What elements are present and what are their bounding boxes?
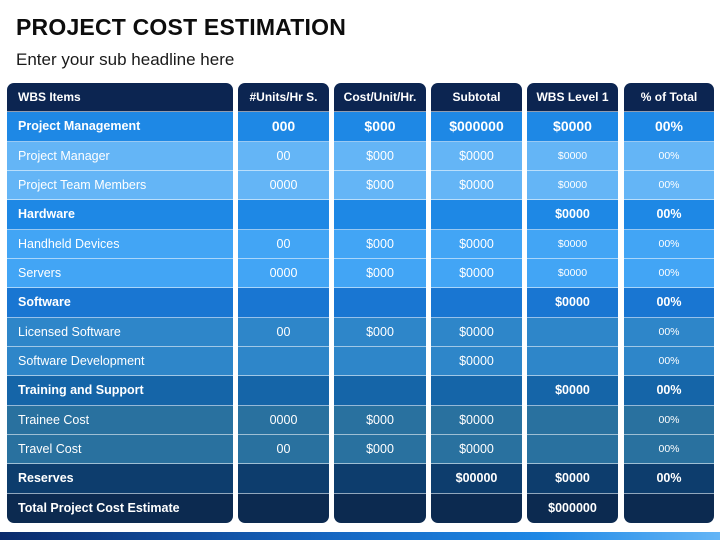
page-title: PROJECT COST ESTIMATION <box>16 14 347 40</box>
column-wbs-level: WBS Level 1 $0000 $0000 $0000 $0000 $0000 $000… <box>527 83 618 523</box>
table-cell: 00% <box>624 200 714 230</box>
table-cell: Servers <box>7 258 233 289</box>
table-cell: 00 <box>238 434 329 465</box>
table-cell: $0000 <box>431 141 522 171</box>
table-cell: Total Project Cost Estimate <box>7 493 233 523</box>
table-cell <box>527 434 618 465</box>
table-cell <box>238 493 329 523</box>
table-cell: Licensed Software <box>7 317 233 347</box>
table-cell: 00% <box>624 170 714 201</box>
header-cell-subtotal: Subtotal <box>431 83 522 113</box>
table-cell: $000 <box>334 170 426 201</box>
header-cell-wbs: WBS Level 1 <box>527 83 618 113</box>
bottom-accent-band <box>0 532 720 540</box>
table-cell: 000 <box>238 112 329 142</box>
table-cell: 00 <box>238 317 329 347</box>
table-cell: $000 <box>334 112 426 142</box>
table-cell <box>431 200 522 230</box>
table-cell: Project Management <box>7 112 233 142</box>
table-cell: 00% <box>624 141 714 171</box>
table-cell: $0000 <box>431 317 522 347</box>
table-cell: $000 <box>334 229 426 259</box>
table-cell: $0000 <box>527 112 618 142</box>
table-cell: Travel Cost <box>7 434 233 465</box>
table-cell: Reserves <box>7 464 233 494</box>
table-cell: $000 <box>334 434 426 465</box>
page-subtitle: Enter your sub headline here <box>16 50 235 69</box>
table-cell: 0000 <box>238 258 329 289</box>
table-cell <box>238 346 329 377</box>
table-cell: $0000 <box>527 376 618 406</box>
table-cell: $000 <box>334 258 426 289</box>
table-cell: 00% <box>624 346 714 377</box>
column-cost: Cost/Unit/Hr. $000 $000 $000 $000 $000 $000 $00… <box>334 83 426 523</box>
table-cell <box>527 405 618 435</box>
table-cell: Handheld Devices <box>7 229 233 259</box>
column-subtotal: Subtotal $000000 $0000 $0000 $0000 $0000 $0000… <box>431 83 522 523</box>
table-cell <box>431 493 522 523</box>
table-cell: $0000 <box>527 229 618 259</box>
table-cell: 00% <box>624 258 714 289</box>
table-cell <box>238 288 329 318</box>
table-cell: Hardware <box>7 200 233 230</box>
table-cell: $0000 <box>527 141 618 171</box>
table-cell: 00% <box>624 376 714 406</box>
column-wbs-items: WBS Items Project Management Project Manag… <box>7 83 233 523</box>
table-cell: 00% <box>624 405 714 435</box>
table-cell <box>238 464 329 494</box>
table-cell <box>334 200 426 230</box>
table-cell: $0000 <box>527 464 618 494</box>
header-cell-item: WBS Items <box>7 83 233 113</box>
table-cell: 00% <box>624 112 714 142</box>
table-cell: Project Manager <box>7 141 233 171</box>
table-cell: $000 <box>334 317 426 347</box>
table-cell: 00% <box>624 434 714 465</box>
table-cell: $0000 <box>431 229 522 259</box>
table-cell: $0000 <box>527 200 618 230</box>
header-cell-pct: % of Total <box>624 83 714 113</box>
table-cell: Trainee Cost <box>7 405 233 435</box>
table-cell: 00% <box>624 317 714 347</box>
table-cell <box>238 200 329 230</box>
table-cell: $000000 <box>431 112 522 142</box>
table-cell <box>238 376 329 406</box>
table-cell: 00 <box>238 229 329 259</box>
table-cell <box>527 346 618 377</box>
table-cell: $0000 <box>431 170 522 201</box>
table-cell: 00% <box>624 288 714 318</box>
table-cell: $0000 <box>431 434 522 465</box>
table-cell: 00% <box>624 229 714 259</box>
table-cell <box>334 346 426 377</box>
table-cell: $000 <box>334 141 426 171</box>
column-percent: % of Total 00% 00% 00% 00% 00% 00% 00% 00% 00% 00%… <box>624 83 714 523</box>
table-cell <box>334 493 426 523</box>
header-cell-units: #Units/Hr S. <box>238 83 329 113</box>
table-cell: 0000 <box>238 170 329 201</box>
table-cell: $0000 <box>431 346 522 377</box>
table-cell: 0000 <box>238 405 329 435</box>
table-cell: Software Development <box>7 346 233 377</box>
table-cell: Software <box>7 288 233 318</box>
table-cell <box>334 464 426 494</box>
header-cell-cost: Cost/Unit/Hr. <box>334 83 426 113</box>
column-units: #Units/Hr S. 000 00 0000 00 0000 00 0000 00 <box>238 83 329 523</box>
table-cell: 00 <box>238 141 329 171</box>
table-cell: $0000 <box>527 288 618 318</box>
table-cell: $0000 <box>431 405 522 435</box>
table-cell: $000 <box>334 405 426 435</box>
table-cell <box>334 376 426 406</box>
table-cell <box>527 317 618 347</box>
table-cell <box>334 288 426 318</box>
table-cell: Training and Support <box>7 376 233 406</box>
table-cell: $00000 <box>431 464 522 494</box>
table-cell <box>431 288 522 318</box>
table-cell <box>431 376 522 406</box>
table-cell: Project Team Members <box>7 170 233 201</box>
table-cell: $000000 <box>527 493 618 523</box>
table-cell <box>624 493 714 523</box>
table-cell: $0000 <box>431 258 522 289</box>
table-cell: $0000 <box>527 170 618 201</box>
table-cell: $0000 <box>527 258 618 289</box>
table-cell: 00% <box>624 464 714 494</box>
